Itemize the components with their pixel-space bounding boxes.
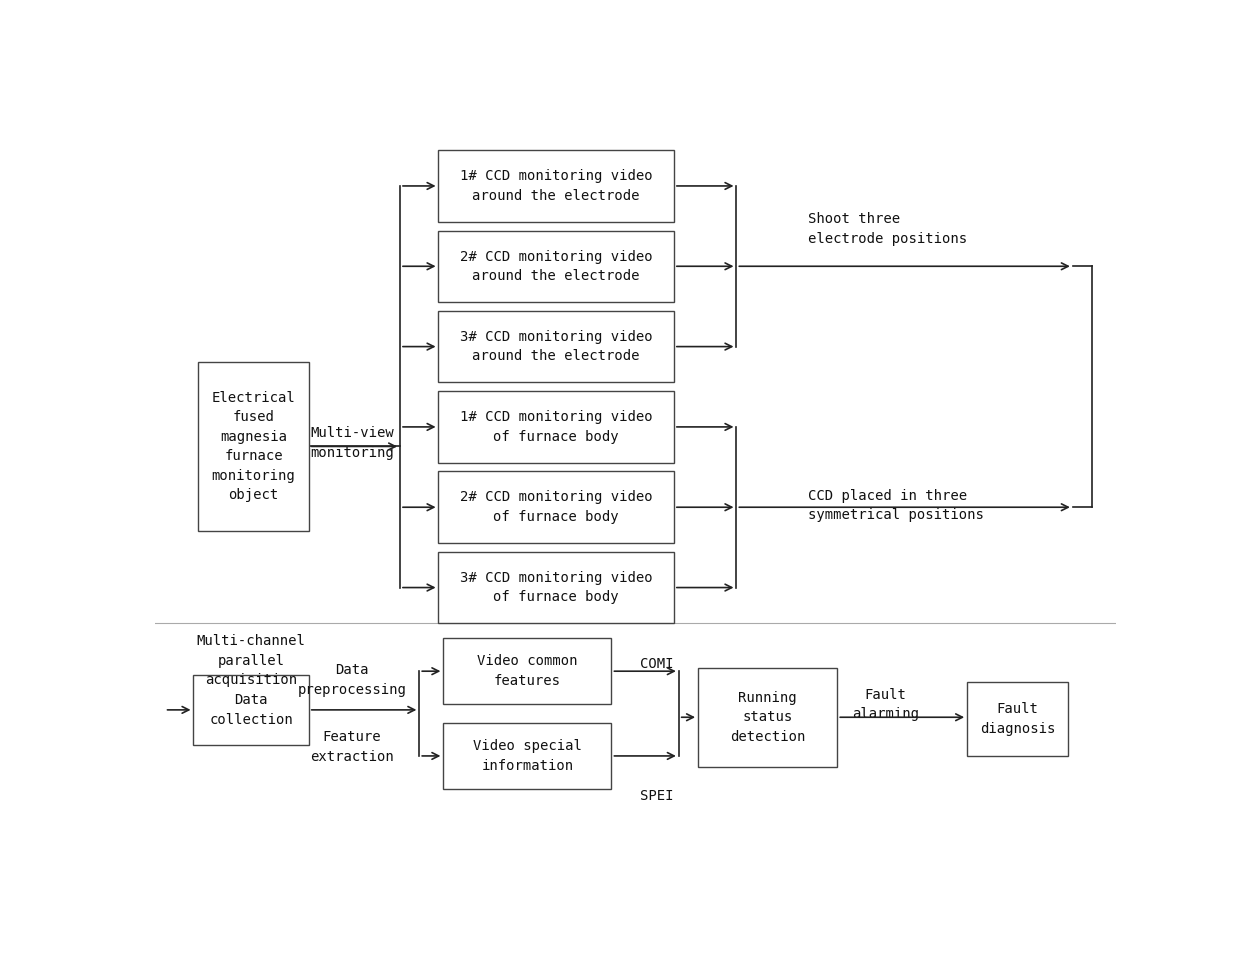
Text: Data
collection: Data collection xyxy=(210,693,293,726)
Text: Video special
information: Video special information xyxy=(472,739,582,772)
Text: Fault
alarming: Fault alarming xyxy=(852,687,919,722)
Text: 2# CCD monitoring video
around the electrode: 2# CCD monitoring video around the elect… xyxy=(460,250,652,283)
FancyBboxPatch shape xyxy=(698,668,837,767)
Text: Multi-channel
parallel
acquisition: Multi-channel parallel acquisition xyxy=(197,634,305,687)
FancyBboxPatch shape xyxy=(439,311,675,383)
FancyBboxPatch shape xyxy=(967,682,1068,756)
Text: 3# CCD monitoring video
around the electrode: 3# CCD monitoring video around the elect… xyxy=(460,330,652,364)
FancyBboxPatch shape xyxy=(439,231,675,302)
Text: 1# CCD monitoring video
of furnace body: 1# CCD monitoring video of furnace body xyxy=(460,411,652,444)
Text: Data
preprocessing: Data preprocessing xyxy=(298,663,407,697)
Text: Fault
diagnosis: Fault diagnosis xyxy=(980,702,1055,736)
Text: Running
status
detection: Running status detection xyxy=(730,691,805,744)
FancyBboxPatch shape xyxy=(444,638,611,704)
FancyBboxPatch shape xyxy=(193,675,309,745)
Text: 3# CCD monitoring video
of furnace body: 3# CCD monitoring video of furnace body xyxy=(460,570,652,604)
Text: Feature
extraction: Feature extraction xyxy=(310,730,394,764)
FancyBboxPatch shape xyxy=(198,362,309,531)
FancyBboxPatch shape xyxy=(439,552,675,623)
Text: Shoot three
electrode positions: Shoot three electrode positions xyxy=(808,212,967,246)
Text: Video common
features: Video common features xyxy=(477,655,578,688)
FancyBboxPatch shape xyxy=(439,391,675,462)
Text: SPEI: SPEI xyxy=(640,790,675,804)
Text: 1# CCD monitoring video
around the electrode: 1# CCD monitoring video around the elect… xyxy=(460,169,652,203)
Text: COMI: COMI xyxy=(640,657,675,671)
Text: Multi-view
monitoring: Multi-view monitoring xyxy=(310,426,394,459)
FancyBboxPatch shape xyxy=(444,723,611,790)
FancyBboxPatch shape xyxy=(439,472,675,543)
Text: 2# CCD monitoring video
of furnace body: 2# CCD monitoring video of furnace body xyxy=(460,491,652,524)
FancyBboxPatch shape xyxy=(439,150,675,222)
Text: CCD placed in three
symmetrical positions: CCD placed in three symmetrical position… xyxy=(808,489,985,523)
Text: Electrical
fused
magnesia
furnace
monitoring
object: Electrical fused magnesia furnace monito… xyxy=(212,390,295,502)
